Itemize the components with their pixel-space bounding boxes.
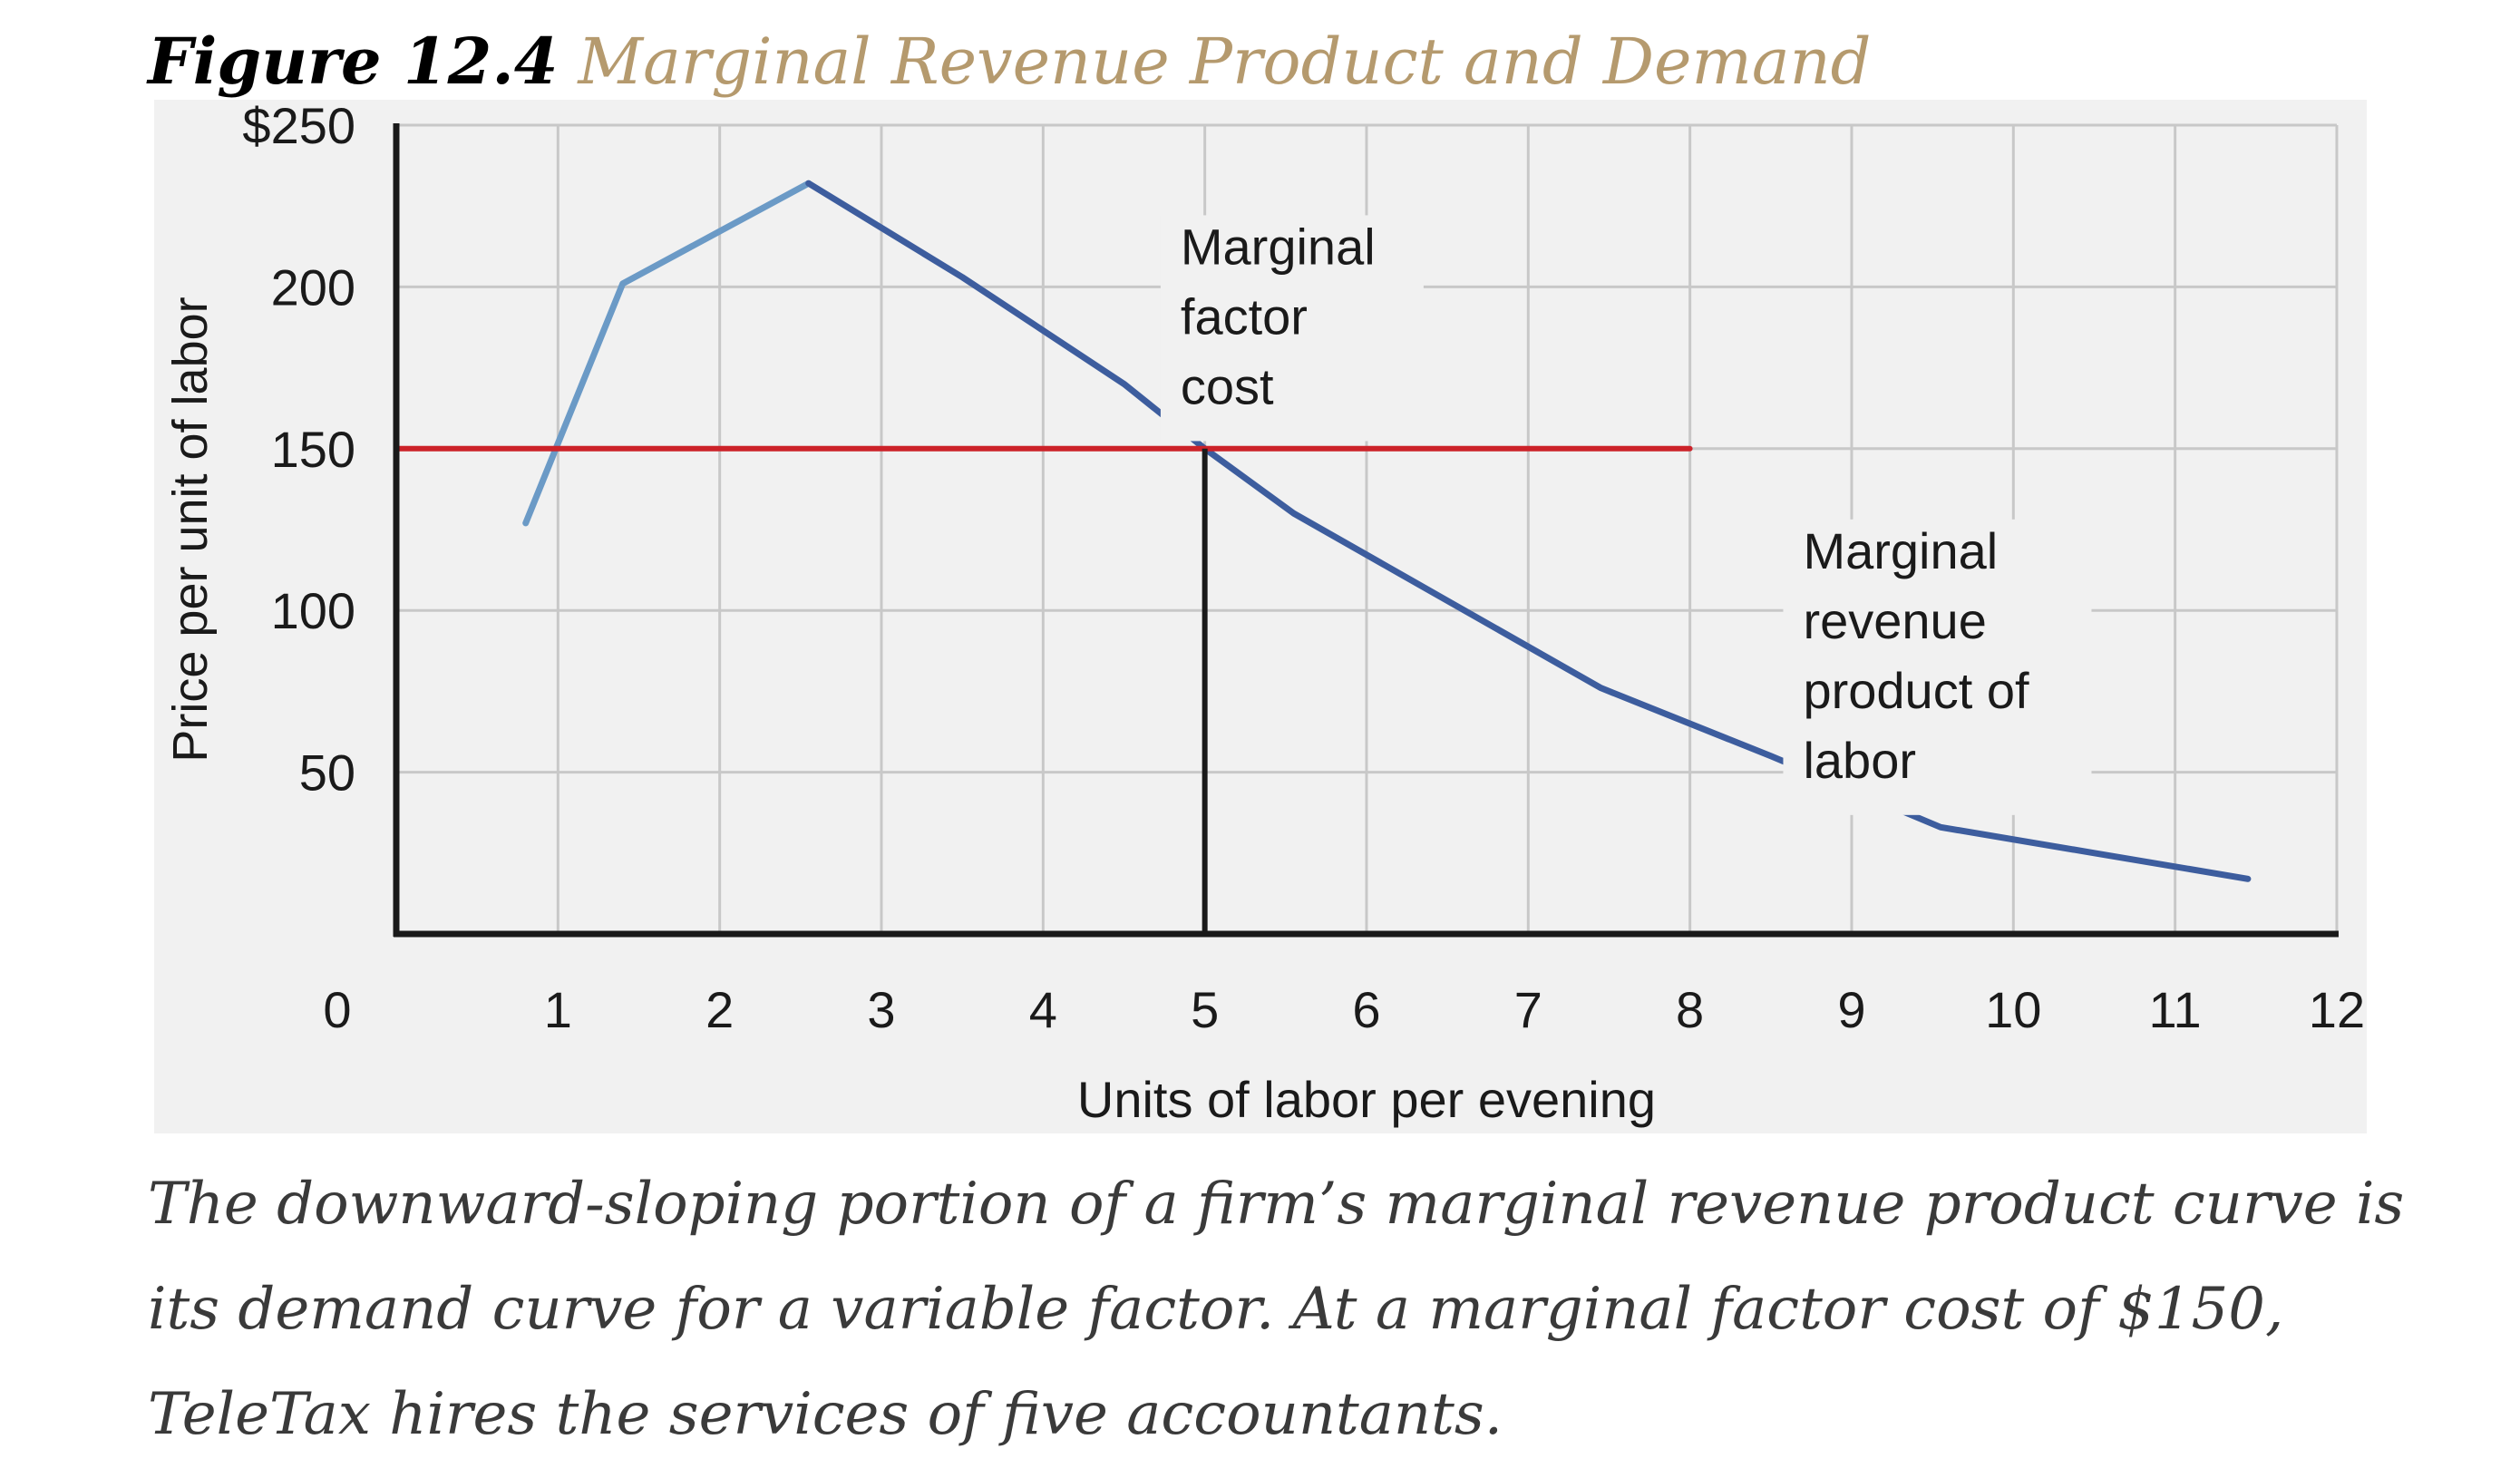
annotation-background [1783,519,2092,815]
x-tick-label: 10 [1985,981,2041,1038]
x-tick-label: 4 [1029,981,1057,1038]
x-tick-label: 2 [705,981,734,1038]
y-tick-label: 150 [271,421,355,478]
annotations: Marginal factor cost Marginal revenue product… [1160,215,2092,815]
y-tick-label: 100 [271,582,355,639]
x-tick-label: 5 [1191,981,1219,1038]
y-axis-label: Price per unit of labor [163,297,218,762]
annotation-marginal-factor-cost: Marginal [1181,218,1376,275]
y-tick-label: 200 [271,258,355,316]
y-tick-label: 50 [299,744,355,802]
mrp-falling-line [805,180,2252,882]
x-tick-label: 11 [2149,981,2202,1038]
series-lines [394,180,2252,934]
figure-title-text: Marginal Revenue Product and Demand [576,24,1871,99]
x-tick-label: 3 [867,981,895,1038]
x-tick-label: 6 [1352,981,1380,1038]
x-tick-label: 12 [2309,981,2365,1038]
y-tick-label: $250 [242,97,355,154]
figure-title: Figure 12.4 Marginal Revenue Product and… [146,24,1872,99]
annotation-marginal-factor-cost: factor [1181,287,1308,345]
figure-caption: The downward-sloping portion of a firm’s… [148,1171,2405,1448]
axes [393,123,2339,938]
x-tick-label: 9 [1837,981,1865,1038]
annotation-marginal-revenue-product: revenue [1803,592,1986,649]
annotation-marginal-factor-cost: cost [1181,357,1274,414]
annotation-background [1160,215,1424,442]
annotation-marginal-revenue-product: Marginal [1803,522,1998,579]
annotation-marginal-revenue-product: product of [1803,662,2029,719]
mrp-rising-line [522,180,812,527]
x-axis-label: Units of labor per evening [1077,1071,1656,1128]
x-tick-label: 8 [1676,981,1704,1038]
x-tick-label: 7 [1514,981,1542,1038]
figure-label: Figure 12.4 [146,24,558,99]
x-tick-label: 1 [544,981,572,1038]
annotation-marginal-revenue-product: labor [1803,732,1916,789]
x-tick-label: 0 [323,981,351,1038]
